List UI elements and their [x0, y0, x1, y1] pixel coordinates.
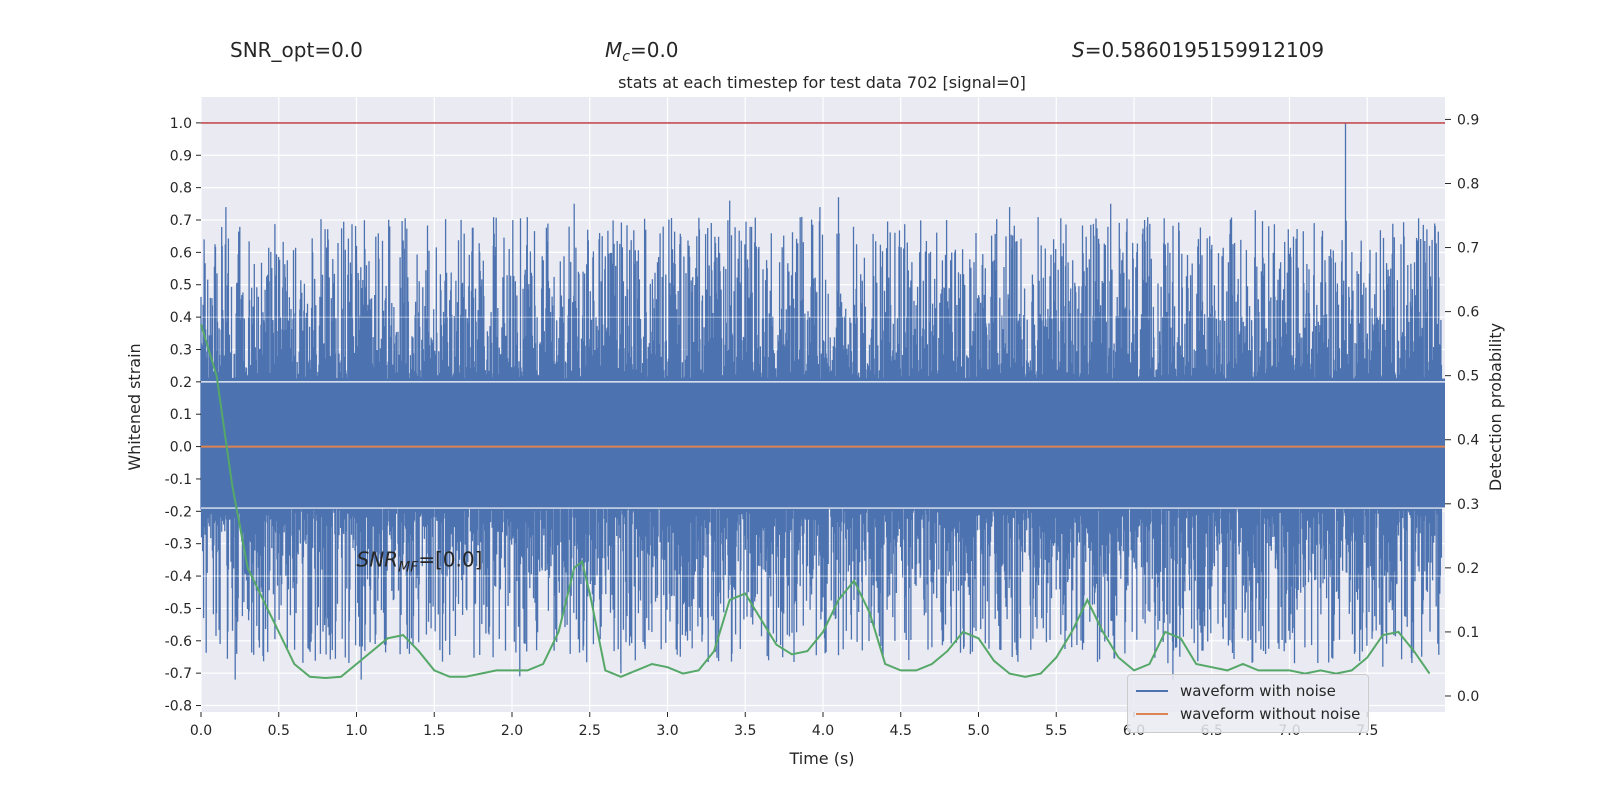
x-axis-ticks: 0.00.51.01.52.02.53.03.54.04.55.05.56.06…	[190, 712, 1378, 739]
legend-item-clean: waveform without noise	[1136, 704, 1360, 724]
y-tick-label: 0.0	[170, 440, 192, 456]
x-tick-label: 0.5	[268, 723, 290, 739]
x-axis-label: Time (s)	[788, 749, 854, 768]
y-tick-label: -0.1	[165, 472, 192, 488]
y-tick-label: -0.3	[165, 537, 192, 553]
s-symbol: S	[1072, 38, 1085, 62]
x-tick-label: 2.5	[579, 723, 601, 739]
legend-label-clean: waveform without noise	[1180, 705, 1361, 723]
snr-mf-subscript: MF	[398, 559, 419, 575]
x-tick-label: 3.0	[656, 723, 678, 739]
y2-tick-label: 0.0	[1457, 689, 1479, 705]
x-tick-label: 1.5	[423, 723, 445, 739]
y-tick-label: 0.1	[170, 407, 192, 423]
y-tick-label: 0.9	[170, 148, 192, 164]
snr-mf-value: =[0.0]	[418, 547, 482, 571]
snr-mf-symbol: SNR	[357, 547, 399, 571]
legend-swatch-noise	[1136, 690, 1168, 692]
mc-subscript: c	[622, 49, 630, 65]
y2-tick-label: 0.2	[1457, 561, 1479, 577]
y2-tick-label: 0.5	[1457, 369, 1479, 385]
y-tick-label: -0.6	[165, 634, 192, 650]
y2-tick-label: 0.3	[1457, 497, 1479, 513]
y-tick-label: -0.7	[165, 666, 192, 682]
legend: waveform with noise waveform without noi…	[1127, 674, 1369, 733]
x-tick-label: 5.0	[967, 723, 989, 739]
y2-tick-label: 0.4	[1457, 433, 1479, 449]
noise-core-band	[201, 378, 1445, 509]
y-tick-label: -0.8	[165, 699, 192, 715]
y2-axis-ticks: 0.9 0.8 0.7 0.6 0.5 0.4 0.3 0.2 0.1 0.0	[1445, 112, 1479, 705]
y2-axis-label: Detection probability	[1486, 323, 1505, 491]
snr-opt-label: SNR_opt=0.0	[230, 38, 363, 62]
y-axis-label: Whitened strain	[125, 343, 144, 470]
y-tick-label: 0.2	[170, 375, 192, 391]
s-value: =0.5860195159912109	[1084, 38, 1325, 62]
y-tick-label: 0.4	[170, 310, 192, 326]
mc-value: =0.0	[629, 38, 679, 62]
y-tick-label: -0.4	[165, 569, 192, 585]
x-tick-label: 3.5	[734, 723, 756, 739]
y-tick-label: 0.6	[170, 245, 192, 261]
x-tick-label: 1.0	[345, 723, 367, 739]
legend-label-noise: waveform with noise	[1180, 682, 1336, 700]
s-stat-label: S=0.5860195159912109	[1072, 38, 1324, 62]
y2-tick-label: 0.7	[1457, 241, 1479, 257]
series-detection-probability	[200, 324, 1431, 680]
y2-tick-label: 0.1	[1457, 625, 1479, 641]
x-tick-label: 4.5	[890, 723, 912, 739]
y-tick-label: 0.8	[170, 181, 192, 197]
probability-trace	[200, 324, 1431, 680]
series-waveform-with-noise	[200, 122, 1445, 680]
snr-mf-annotation: SNRMF=[0.0]	[357, 547, 483, 575]
x-tick-label: 2.0	[501, 723, 523, 739]
y-axis-ticks: 1.0 0.9 0.8 0.7 0.6 0.5 0.4 0.3 0.2 0.1 0.0 -0.1 -0.…	[165, 116, 201, 715]
y2-tick-label: 0.6	[1457, 305, 1479, 321]
x-tick-label: 0.0	[190, 723, 212, 739]
y2-tick-label: 0.8	[1457, 176, 1479, 192]
mc-symbol: M	[605, 38, 623, 62]
snr-opt-text: SNR_opt=0.0	[230, 38, 363, 62]
x-tick-label: 4.0	[812, 723, 834, 739]
y-tick-label: 1.0	[170, 116, 192, 132]
y-tick-label: -0.5	[165, 601, 192, 617]
y-tick-label: 0.7	[170, 213, 192, 229]
y-tick-label: -0.2	[165, 504, 192, 520]
chart-title: stats at each timestep for test data 702…	[618, 73, 1026, 92]
legend-swatch-clean	[1136, 713, 1168, 715]
y-tick-label: 0.5	[170, 278, 192, 294]
y2-tick-label: 0.9	[1457, 112, 1479, 128]
y-tick-label: 0.3	[170, 342, 192, 358]
chirp-mass-label: Mc=0.0	[605, 38, 679, 65]
legend-item-noise: waveform with noise	[1136, 681, 1336, 701]
x-tick-label: 5.5	[1045, 723, 1067, 739]
